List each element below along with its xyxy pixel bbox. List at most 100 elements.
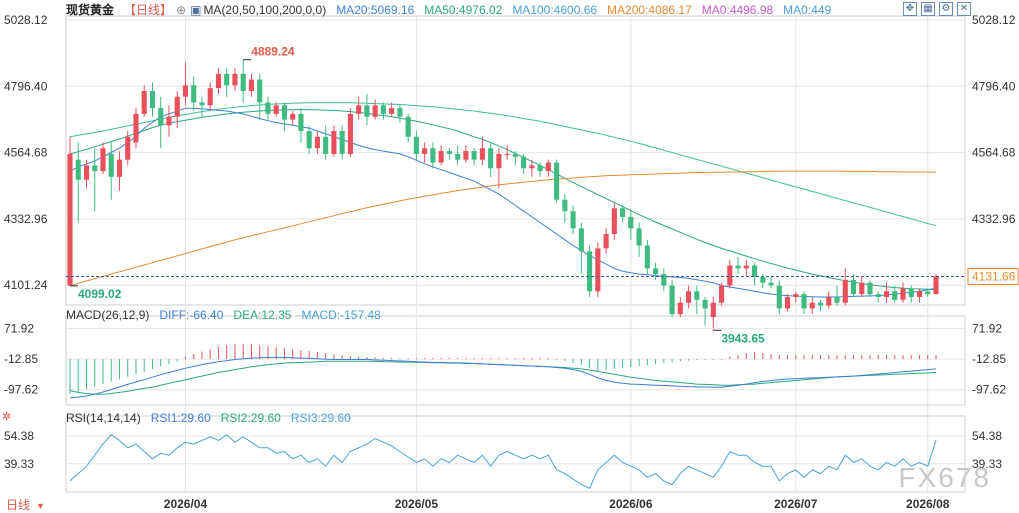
current-price-label: 4131.66: [972, 269, 1016, 283]
candle-body: [232, 73, 238, 86]
candle-body: [290, 113, 296, 120]
candle-body: [149, 90, 156, 109]
candle-body: [751, 265, 758, 277]
candle-body: [826, 297, 832, 306]
candle-body: [900, 288, 906, 300]
candle-body: [793, 294, 799, 297]
candle-body: [364, 105, 370, 117]
period-label[interactable]: 【日线】: [124, 3, 173, 17]
candle-body: [867, 282, 873, 295]
candle-body: [776, 285, 782, 309]
candle-body: [323, 136, 329, 154]
ma-value-0: MA20:5069.16: [336, 3, 415, 17]
candle-body: [240, 73, 246, 91]
macd-tick-left: -12.85: [4, 352, 38, 366]
candle-body: [636, 228, 642, 246]
ma-value-5: MA0:449: [783, 3, 832, 17]
candle-body: [801, 294, 807, 309]
candle-body: [405, 116, 411, 137]
candle-body: [933, 276, 939, 295]
annotation-start: 4099.02: [78, 287, 122, 301]
candle-body: [125, 136, 131, 160]
candle-body: [521, 156, 527, 169]
date-tick: 2026/05: [395, 497, 439, 511]
candle-body: [422, 148, 428, 154]
ma-value-4: MA0:4496.98: [701, 3, 774, 17]
candle-body: [562, 199, 568, 212]
candle-body: [75, 159, 81, 180]
candle-body: [850, 279, 857, 295]
candle-body: [397, 108, 403, 117]
ma200-line: [69, 170, 937, 287]
price-tick-left: 4564.68: [4, 146, 48, 160]
macd-tick-left: -97.62: [4, 383, 38, 397]
rsi-header: RSI(14,14,14) RSI1:29.60 RSI2:29.60 RSI3:29…: [66, 410, 371, 426]
rsi-tick-left: 54.38: [4, 429, 34, 443]
candle-body: [587, 251, 593, 292]
settings-icon[interactable]: ⊕: [176, 3, 187, 17]
candle-body: [455, 153, 461, 160]
close-icon[interactable]: ✕: [957, 2, 971, 16]
ma-value-1: MA50:4976.02: [424, 3, 503, 17]
price-header: 现货黄金 【日线】 ⊕ ▣ MA(20,50,100,200,0,0) MA20:5069…: [66, 2, 851, 18]
rsi-label: RSI(14,14,14): [66, 411, 141, 425]
candle-body: [875, 294, 881, 297]
chevron-down-icon: ▼: [36, 501, 45, 511]
bottom-period-selector[interactable]: 日线 ▼: [6, 496, 45, 513]
candle-body: [471, 151, 477, 160]
candle-body: [248, 79, 255, 91]
rsi-value-1: RSI2:29.60: [220, 411, 281, 425]
candle-body: [859, 282, 865, 295]
ma100-line: [69, 102, 937, 227]
date-tick: 2026/06: [609, 497, 653, 511]
candle-body: [760, 276, 766, 283]
candle-body: [356, 105, 362, 114]
candle-body: [727, 265, 733, 286]
candle-body: [603, 234, 609, 249]
candle-body: [817, 302, 824, 306]
price-tick-left: 4332.96: [4, 212, 48, 226]
candle-body: [339, 131, 345, 154]
rsi-value-0: RSI1:29.60: [150, 411, 211, 425]
candle-body: [166, 116, 172, 126]
chart-icon[interactable]: ▣: [190, 3, 202, 17]
candle-body: [141, 90, 147, 114]
candle-body: [158, 108, 164, 126]
macd-value-1: DEA:12.35: [233, 308, 292, 322]
candle-body: [191, 85, 197, 103]
date-tick: 2026/04: [164, 497, 208, 511]
macd-tick-left: 71.92: [4, 322, 34, 336]
candle-body: [570, 211, 576, 229]
candle-body: [644, 245, 650, 269]
date-tick: 2026/07: [774, 497, 818, 511]
price-tick-left: 4101.24: [4, 278, 48, 292]
rsi-tick-left: 39.33: [4, 457, 34, 471]
candle-body: [710, 302, 716, 318]
ma-value-2: MA100:4600.66: [512, 3, 598, 17]
ma50-line: [69, 109, 937, 291]
move-icon[interactable]: ✥: [903, 2, 917, 16]
candle-body: [372, 105, 378, 117]
candle-body: [380, 105, 386, 114]
candle-body: [265, 102, 271, 114]
rsi-value-2: RSI3:29.60: [290, 411, 351, 425]
settings-gear-icon[interactable]: ⚙: [939, 2, 953, 16]
price-tick-left: 5028.12: [4, 13, 48, 27]
candle-body: [67, 153, 73, 286]
candle-body: [207, 88, 213, 106]
grid-icon[interactable]: ▦: [921, 2, 935, 16]
candle-body: [281, 105, 287, 120]
candle-body: [578, 228, 584, 252]
pin-icon[interactable]: ✲: [2, 411, 12, 423]
candle-body: [743, 265, 749, 269]
candle-body: [842, 279, 848, 303]
candle-body: [653, 268, 659, 275]
candle-body: [883, 291, 890, 297]
macd-tick-right: -97.62: [972, 383, 1006, 397]
candle-body: [554, 162, 560, 200]
candle-body: [224, 73, 230, 86]
candle-body: [430, 148, 436, 163]
candle-body: [892, 291, 898, 300]
price-tick-right: 5028.12: [972, 13, 1016, 27]
